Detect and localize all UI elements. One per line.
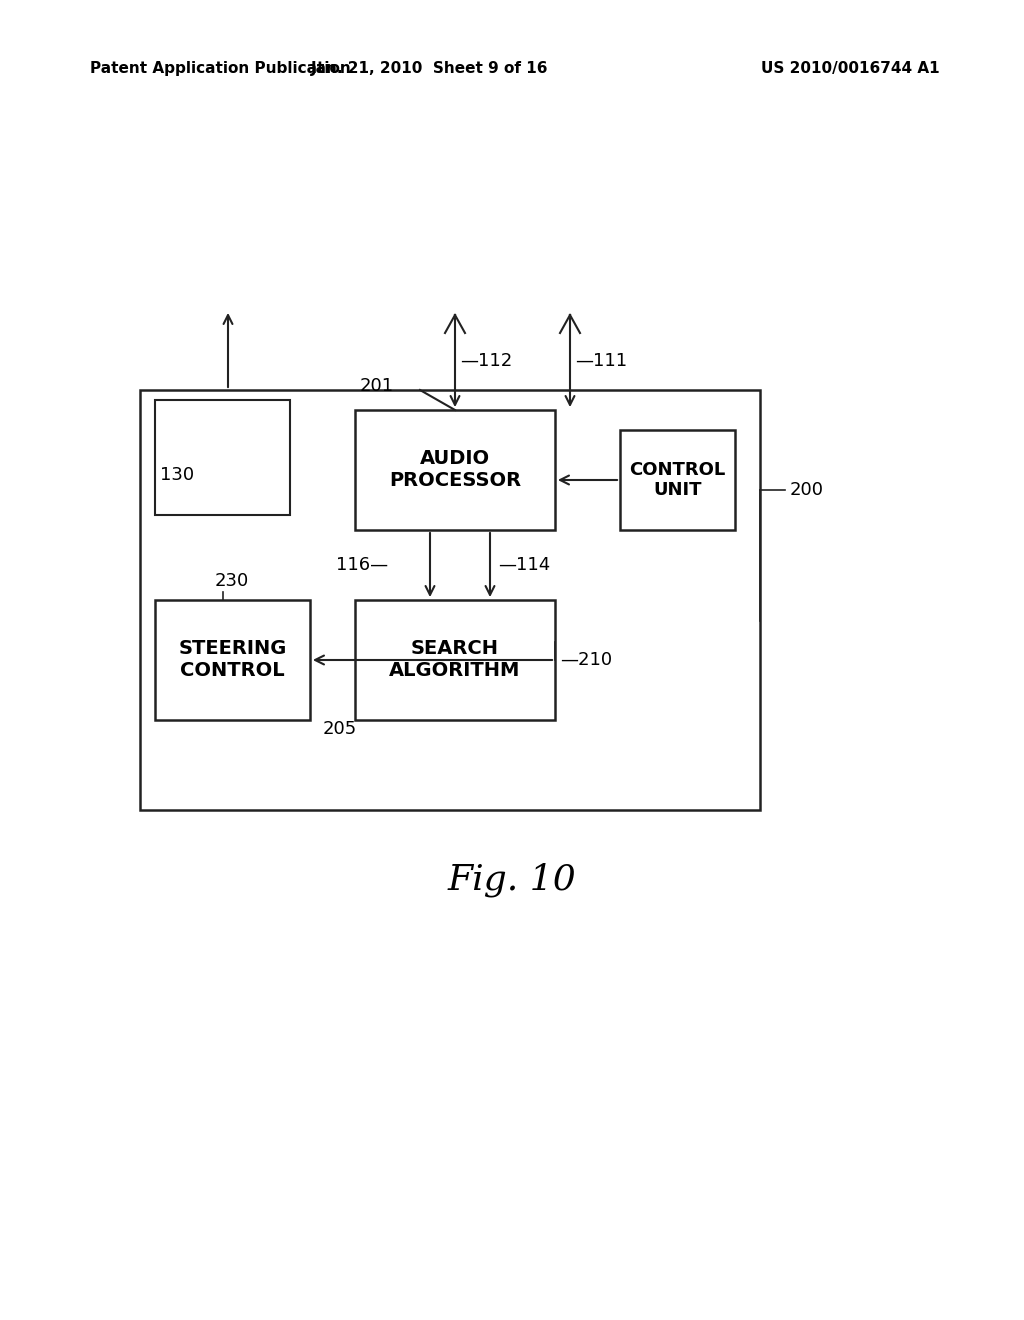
Text: CONTROL
UNIT: CONTROL UNIT xyxy=(630,461,726,499)
Text: —112: —112 xyxy=(460,352,512,370)
Text: AUDIO
PROCESSOR: AUDIO PROCESSOR xyxy=(389,450,521,491)
Text: 201: 201 xyxy=(360,378,394,395)
Text: —114: —114 xyxy=(498,556,550,574)
Text: 130: 130 xyxy=(160,466,195,484)
Text: STEERING
CONTROL: STEERING CONTROL xyxy=(178,639,287,681)
Text: 205: 205 xyxy=(323,719,357,738)
Text: 200: 200 xyxy=(790,480,824,499)
Text: Patent Application Publication: Patent Application Publication xyxy=(90,61,351,75)
Text: Jan. 21, 2010  Sheet 9 of 16: Jan. 21, 2010 Sheet 9 of 16 xyxy=(311,61,549,75)
Bar xyxy=(155,601,310,719)
Bar xyxy=(355,601,555,719)
Bar xyxy=(355,411,555,531)
Text: —111: —111 xyxy=(575,352,627,370)
Bar xyxy=(620,430,735,531)
Bar xyxy=(140,389,760,810)
Text: US 2010/0016744 A1: US 2010/0016744 A1 xyxy=(762,61,940,75)
Text: —210: —210 xyxy=(560,651,612,669)
Text: 230: 230 xyxy=(215,572,249,590)
Bar xyxy=(155,400,290,515)
Text: Fig. 10: Fig. 10 xyxy=(447,863,577,898)
Text: SEARCH
ALGORITHM: SEARCH ALGORITHM xyxy=(389,639,520,681)
Text: 116—: 116— xyxy=(336,556,388,574)
